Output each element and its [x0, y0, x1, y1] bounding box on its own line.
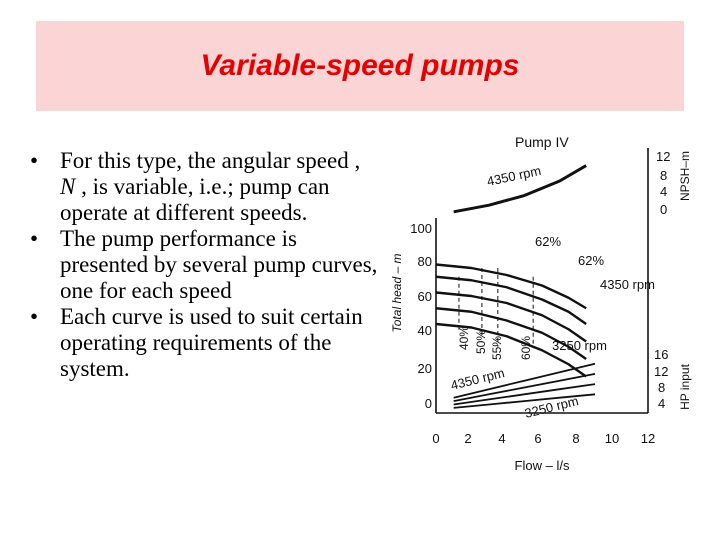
head-tick-40: 40: [418, 323, 432, 338]
head-tick-20: 20: [418, 361, 432, 376]
hp-curve-2: [453, 373, 596, 402]
head-curve-2: [435, 275, 587, 325]
bullet-item: • The pump performance is presented by s…: [30, 226, 380, 304]
hp-curve-4: [453, 393, 596, 409]
x-tick-10: 10: [605, 431, 619, 446]
hp-tick-8: 8: [658, 380, 665, 395]
npsh-tick-12: 12: [656, 149, 670, 164]
head-axis-label: Total head – m: [390, 254, 404, 333]
hp-curves: [453, 362, 596, 409]
annotation-head-3250: 3250 rpm: [552, 338, 607, 353]
bullet-marker: •: [30, 148, 39, 173]
annotation-hp-3250: 3250 rpm: [523, 393, 580, 421]
npsh-curve-group: [453, 164, 587, 214]
head-curve-5: [435, 322, 587, 378]
hp-axis-label: HP input: [678, 363, 692, 409]
x-axis-label: Flow – l/s: [515, 458, 570, 473]
hp-curve-1: [453, 362, 596, 399]
x-tick-8: 8: [572, 431, 579, 446]
chart-title: Pump IV: [515, 134, 569, 150]
pump-chart: 0 20 40 60 80 100 0 2 4 6 8 10 12 12 8 4…: [390, 134, 692, 473]
annotation-npsh-rpm: 4350 rpm: [486, 163, 543, 189]
hp-tick-16: 16: [654, 347, 668, 362]
npsh-tick-0: 0: [660, 202, 667, 217]
bullet-marker: •: [30, 304, 39, 329]
head-tick-60: 60: [418, 289, 432, 304]
annotation-eff-62-right: 62%: [578, 253, 604, 268]
x-tick-2: 2: [464, 431, 471, 446]
bullet-list: • For this type, the angular speed , N ,…: [30, 148, 380, 382]
annotation-eff-60: 60%: [519, 336, 533, 360]
annotation-eff-50: 50%: [474, 330, 488, 354]
head-tick-0: 0: [425, 396, 432, 411]
head-curve-3: [435, 291, 587, 343]
hp-tick-12: 12: [654, 364, 668, 379]
bullet-text: For this type, the angular speed ,: [60, 148, 361, 173]
bullet-text: The pump performance is presented by sev…: [60, 226, 378, 303]
head-tick-80: 80: [418, 254, 432, 269]
bullet-text: , is variable, i.e.; pump can operate at…: [60, 174, 330, 225]
head-curves: [435, 263, 587, 378]
annotation-eff-55: 55%: [490, 336, 504, 360]
bullet-marker: •: [30, 226, 39, 251]
npsh-tick-4: 4: [660, 184, 667, 199]
annotation-hp-4350: 4350 rpm: [449, 365, 506, 393]
x-tick-0: 0: [432, 431, 439, 446]
annotation-eff-40: 40%: [457, 326, 471, 350]
npsh-tick-8: 8: [660, 168, 667, 183]
bullet-item: • Each curve is used to suit certain ope…: [30, 304, 380, 382]
x-tick-12: 12: [641, 431, 655, 446]
x-tick-4: 4: [498, 431, 505, 446]
head-tick-100: 100: [410, 221, 432, 236]
annotation-eff-62-left: 62%: [535, 234, 561, 249]
efficiency-lines: [458, 268, 534, 347]
bullet-item: • For this type, the angular speed , N ,…: [30, 148, 380, 226]
npsh-curve: [453, 164, 587, 214]
head-curve-1: [435, 263, 587, 310]
bullet-text: Each curve is used to suit certain opera…: [60, 304, 363, 381]
slide-title: Variable-speed pumps: [200, 49, 520, 82]
x-tick-6: 6: [534, 431, 541, 446]
annotation-head-4350: 4350 rpm: [600, 277, 655, 292]
hp-tick-4: 4: [658, 396, 665, 411]
npsh-axis-label: NPSH–m: [678, 151, 692, 201]
bullet-text-italic: N: [60, 174, 76, 199]
hp-curve-3: [453, 383, 596, 406]
head-curve-4: [435, 307, 587, 360]
title-band: Variable-speed pumps: [36, 21, 684, 111]
